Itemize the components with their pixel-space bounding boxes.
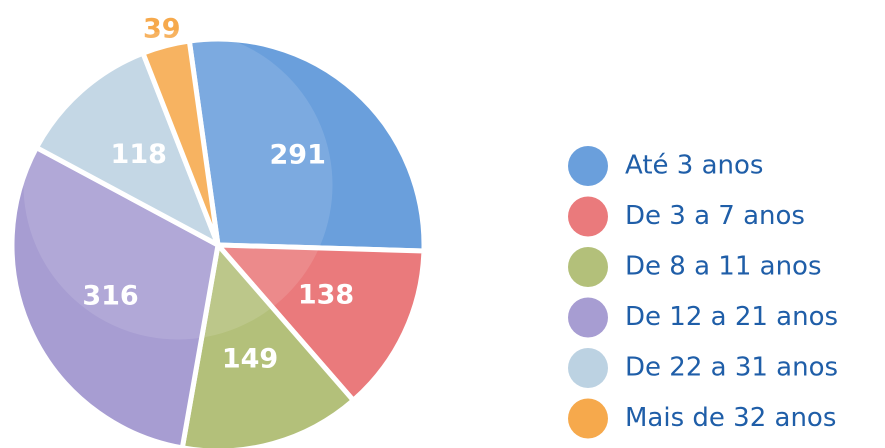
pie-slice <box>33 49 223 251</box>
legend-swatch <box>568 196 608 237</box>
value-label: 149 <box>222 344 278 375</box>
legend-label: De 22 a 31 anos <box>625 353 838 383</box>
value-label: 291 <box>270 139 326 170</box>
value-label: 118 <box>111 139 167 170</box>
pie-slice <box>139 38 221 246</box>
pie-slice <box>9 144 221 448</box>
value-label: 39 <box>143 14 181 45</box>
legend-swatch <box>568 146 608 186</box>
legend-swatch <box>568 297 608 338</box>
pie-slice <box>212 242 427 404</box>
pie-slice <box>179 239 357 448</box>
legend-label: Mais de 32 anos <box>625 403 836 433</box>
legend-swatch <box>568 398 608 439</box>
value-label: 138 <box>298 280 354 311</box>
legend-label: De 8 a 11 anos <box>625 252 822 282</box>
legend-label: De 12 a 21 anos <box>625 302 838 332</box>
legend-label: De 3 a 7 anos <box>625 201 805 231</box>
legend-swatch <box>568 348 608 388</box>
pie-slice <box>186 36 427 254</box>
legend-label: Até 3 anos <box>625 151 763 181</box>
legend-swatch <box>568 247 608 287</box>
value-label: 316 <box>82 281 138 312</box>
